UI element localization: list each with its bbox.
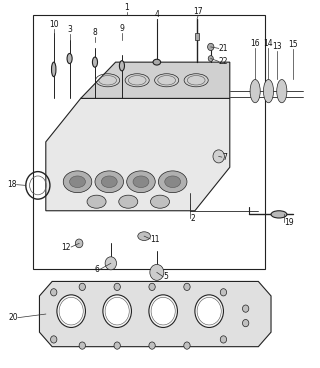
- Text: 10: 10: [49, 20, 59, 29]
- Circle shape: [79, 342, 85, 349]
- Circle shape: [114, 342, 120, 349]
- Text: 11: 11: [150, 234, 160, 244]
- Polygon shape: [46, 98, 230, 211]
- Text: 13: 13: [273, 42, 282, 50]
- Polygon shape: [39, 282, 271, 347]
- Circle shape: [184, 283, 190, 290]
- Text: 6: 6: [95, 265, 100, 274]
- Ellipse shape: [150, 195, 170, 208]
- Circle shape: [243, 305, 249, 312]
- Text: 5: 5: [163, 272, 168, 281]
- Ellipse shape: [52, 62, 56, 77]
- Text: 4: 4: [154, 10, 159, 19]
- Circle shape: [220, 336, 227, 343]
- Circle shape: [57, 295, 85, 328]
- Circle shape: [149, 295, 178, 328]
- Circle shape: [51, 336, 57, 343]
- Circle shape: [103, 295, 132, 328]
- Circle shape: [220, 289, 227, 296]
- Circle shape: [149, 283, 155, 290]
- Ellipse shape: [133, 176, 149, 188]
- Text: 7: 7: [222, 153, 227, 162]
- Ellipse shape: [63, 171, 92, 192]
- Circle shape: [208, 43, 214, 50]
- Circle shape: [79, 283, 85, 290]
- Text: 16: 16: [250, 39, 260, 47]
- Ellipse shape: [69, 176, 85, 188]
- Bar: [33, 15, 265, 269]
- Ellipse shape: [119, 61, 124, 71]
- Circle shape: [150, 264, 164, 280]
- Ellipse shape: [271, 211, 287, 218]
- Text: 22: 22: [219, 57, 228, 66]
- Circle shape: [114, 283, 120, 290]
- Circle shape: [213, 150, 224, 163]
- Text: 18: 18: [7, 180, 17, 189]
- Ellipse shape: [153, 59, 161, 65]
- Ellipse shape: [95, 171, 124, 192]
- Text: 2: 2: [190, 213, 195, 223]
- Ellipse shape: [263, 79, 274, 103]
- Circle shape: [75, 239, 83, 248]
- Circle shape: [195, 295, 223, 328]
- Ellipse shape: [277, 79, 287, 103]
- Circle shape: [51, 289, 57, 296]
- Ellipse shape: [92, 57, 98, 67]
- Circle shape: [149, 342, 155, 349]
- Circle shape: [151, 297, 175, 325]
- Bar: [195, 33, 199, 40]
- Text: 12: 12: [62, 243, 71, 251]
- Circle shape: [197, 297, 221, 325]
- Ellipse shape: [127, 171, 155, 192]
- Text: 1: 1: [124, 3, 129, 12]
- Circle shape: [59, 297, 83, 325]
- Ellipse shape: [101, 176, 117, 188]
- Text: 15: 15: [288, 40, 298, 49]
- Ellipse shape: [158, 171, 187, 192]
- Text: 20: 20: [8, 313, 18, 322]
- Ellipse shape: [67, 53, 72, 64]
- Polygon shape: [81, 62, 230, 98]
- Ellipse shape: [250, 79, 260, 103]
- Text: 17: 17: [193, 7, 203, 16]
- Circle shape: [243, 319, 249, 327]
- Circle shape: [105, 257, 116, 270]
- Text: 19: 19: [284, 218, 293, 227]
- Ellipse shape: [87, 195, 106, 208]
- Text: 8: 8: [92, 28, 97, 37]
- Text: 9: 9: [119, 24, 124, 33]
- Circle shape: [184, 342, 190, 349]
- Circle shape: [208, 56, 213, 61]
- Text: 21: 21: [219, 44, 228, 53]
- Ellipse shape: [138, 232, 150, 240]
- Circle shape: [105, 297, 129, 325]
- Ellipse shape: [165, 176, 180, 188]
- Text: 14: 14: [263, 39, 273, 48]
- Text: 3: 3: [67, 25, 72, 34]
- Ellipse shape: [119, 195, 138, 208]
